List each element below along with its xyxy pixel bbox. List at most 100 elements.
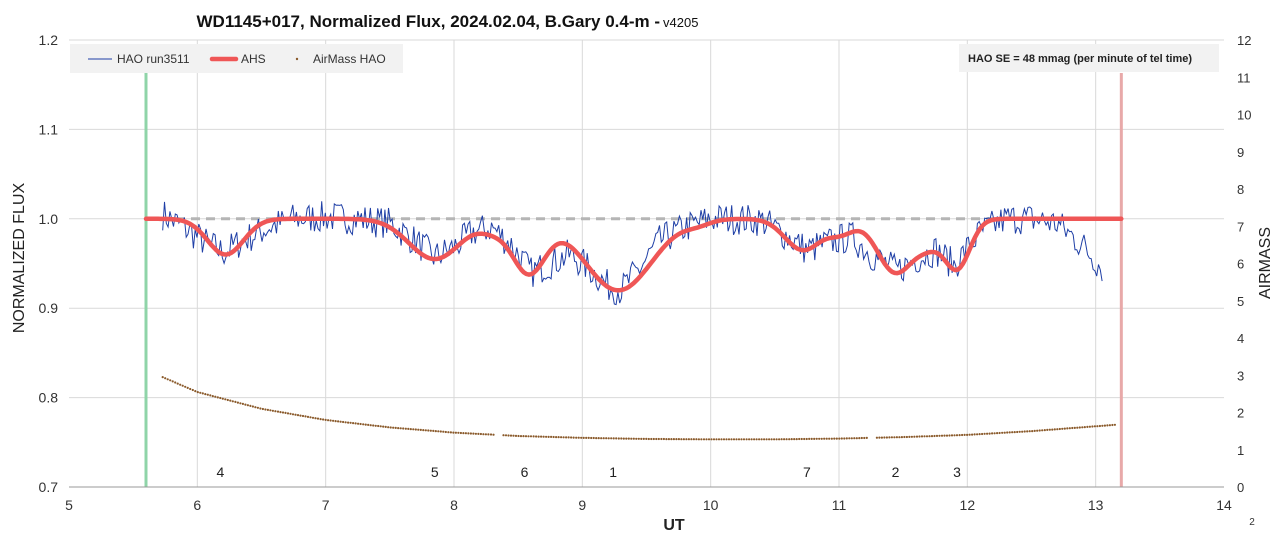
airmass-point — [201, 392, 204, 395]
airmass-point — [191, 388, 194, 392]
airmass-point — [382, 425, 385, 428]
airmass-point — [354, 422, 357, 425]
legend: HAO run3511 AHS AirMass HAO — [70, 44, 403, 73]
y2-tick-label: 1 — [1237, 443, 1244, 458]
airmass-point — [948, 434, 951, 437]
airmass-point — [284, 411, 287, 414]
airmass-point — [196, 391, 199, 394]
airmass-point — [1103, 424, 1106, 427]
airmass-point — [204, 393, 207, 396]
airmass-point — [740, 438, 743, 441]
airmass-point — [334, 420, 337, 423]
airmass-point — [211, 395, 214, 398]
airmass-point — [835, 437, 838, 440]
airmass-point — [1001, 431, 1004, 434]
airmass-point — [810, 437, 813, 440]
airmass-point — [374, 424, 377, 427]
airmass-point — [778, 438, 781, 441]
airmass-point — [337, 420, 340, 423]
airmass-point — [509, 434, 513, 437]
airmass-point — [973, 433, 976, 436]
airmass-point — [923, 435, 926, 438]
airmass-point — [314, 417, 317, 420]
airmass-point — [627, 437, 630, 440]
y-tick-label: 0.7 — [39, 479, 59, 495]
airmass-point — [502, 434, 505, 437]
airmass-point — [895, 436, 899, 439]
airmass-point — [725, 438, 728, 441]
airmass-point — [1013, 431, 1016, 434]
airmass-point — [657, 437, 660, 441]
airmass-point — [389, 426, 392, 429]
airmass-point — [1108, 424, 1111, 427]
airmass-point — [958, 434, 961, 437]
airmass-point — [174, 381, 177, 384]
airmass-point — [367, 423, 370, 426]
airmass-point — [1111, 423, 1114, 427]
y2-tick-label: 10 — [1237, 108, 1251, 123]
airmass-point — [432, 429, 435, 432]
airmass-point — [928, 435, 931, 438]
airmass-point — [885, 436, 889, 439]
chart-title: WD1145+017, Normalized Flux, 2024.02.04,… — [197, 12, 660, 31]
airmass-point — [620, 437, 623, 440]
airmass-point — [1066, 427, 1069, 430]
airmass-point — [667, 438, 671, 441]
airmass-point — [662, 437, 666, 441]
dip-marker-label: 2 — [892, 464, 900, 480]
airmass-point — [1006, 431, 1009, 434]
legend-label-airmass: AirMass HAO — [313, 52, 386, 66]
series-hao-run3511 — [162, 201, 1103, 306]
airmass-point — [457, 431, 460, 434]
airmass-point — [394, 426, 397, 429]
airmass-point — [825, 437, 828, 440]
airmass-point — [557, 436, 560, 439]
airmass-point — [600, 437, 603, 440]
airmass-point — [828, 437, 831, 440]
airmass-point — [266, 408, 269, 411]
note-box-bg — [959, 44, 1219, 72]
airmass-point — [853, 437, 856, 440]
airmass-point — [637, 437, 640, 440]
airmass-point — [820, 437, 823, 440]
y2-tick-label: 5 — [1237, 294, 1244, 309]
airmass-point — [878, 436, 881, 439]
airmass-point — [1043, 429, 1046, 432]
airmass-point — [742, 438, 746, 441]
y-tick-label: 0.9 — [39, 300, 59, 316]
airmass-point — [630, 437, 633, 440]
y-tick-label: 1.1 — [39, 121, 59, 137]
airmass-point — [294, 413, 297, 416]
airmass-point — [537, 435, 540, 438]
airmass-point — [572, 436, 575, 439]
airmass-point — [241, 402, 244, 405]
airmass-point — [316, 417, 320, 420]
airmass-point — [695, 438, 698, 441]
airmass-point — [464, 432, 467, 435]
airmass-point — [552, 435, 555, 439]
y2-tick-label: 7 — [1237, 219, 1244, 234]
airmass-point — [234, 400, 237, 403]
airmass-point — [482, 433, 485, 436]
x-tick-label: 9 — [578, 497, 586, 513]
airmass-point — [309, 416, 312, 419]
y2-tick-label: 6 — [1237, 257, 1244, 272]
airmass-point — [981, 432, 984, 436]
airmass-point — [514, 434, 518, 437]
airmass-point — [407, 427, 410, 430]
airmass-point — [612, 437, 615, 440]
airmass-point — [700, 438, 703, 441]
airmass-point — [477, 432, 480, 435]
airmass-point — [1061, 427, 1064, 430]
airmass-point — [504, 434, 508, 437]
airmass-point — [888, 436, 891, 439]
airmass-point — [171, 380, 174, 383]
airmass-point — [304, 415, 307, 418]
legend-label-hao: HAO run3511 — [117, 52, 190, 66]
airmass-point — [976, 433, 979, 436]
airmass-point — [449, 431, 452, 434]
airmass-point — [291, 413, 295, 416]
airmass-point — [364, 423, 367, 426]
airmass-point — [575, 436, 578, 439]
dip-marker-label: 7 — [803, 464, 811, 480]
